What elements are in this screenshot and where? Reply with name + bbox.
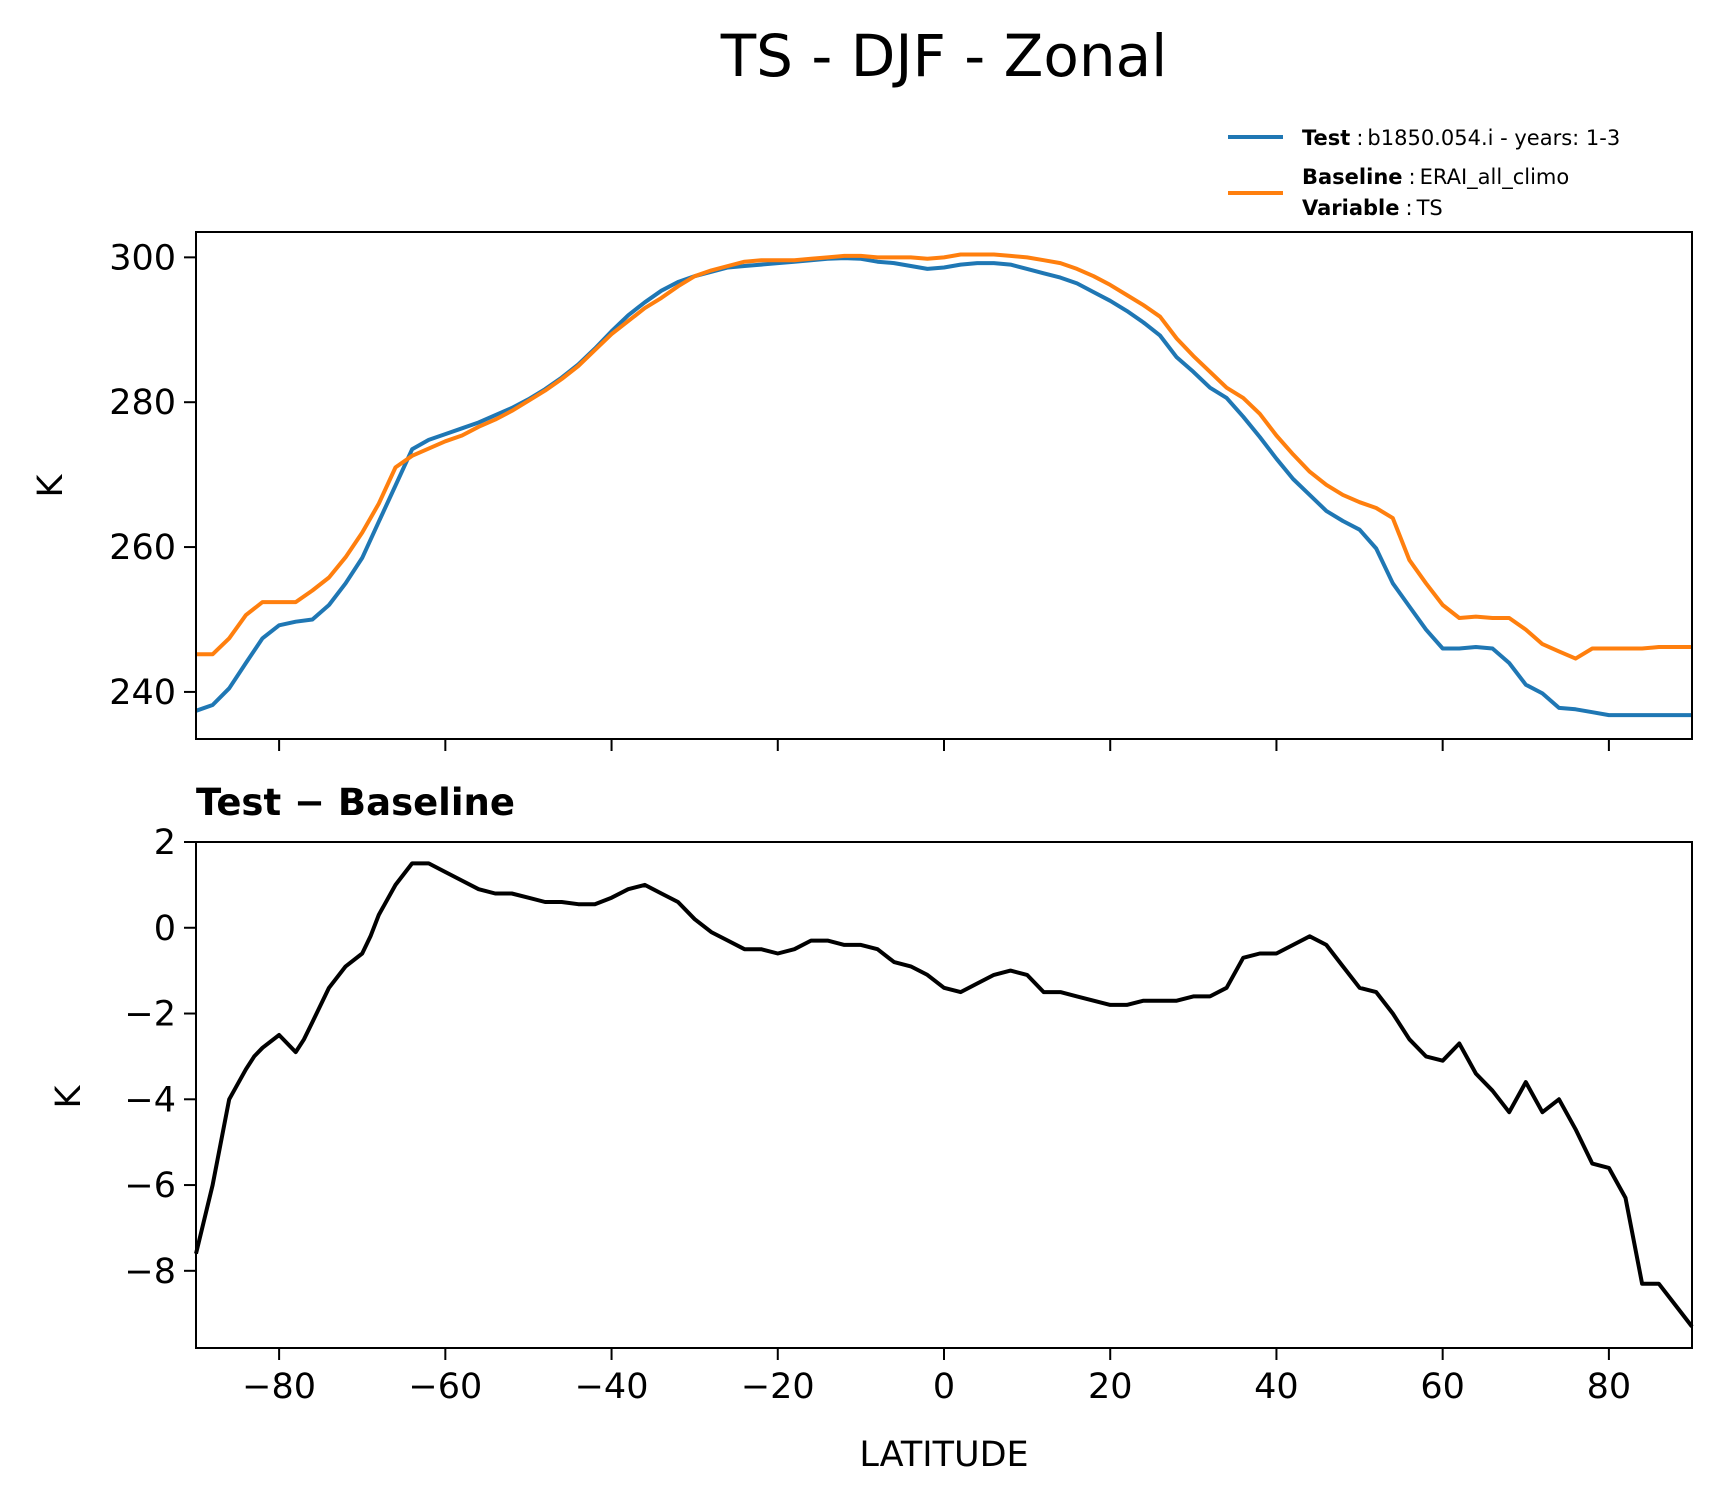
bottom-panel-x-tick-label: −80	[242, 1367, 316, 1407]
bottom-panel-x-axis-label: LATITUDE	[859, 1435, 1028, 1475]
bottom-panel-x-tick-label: −60	[408, 1367, 482, 1407]
bottom-panel-series	[194, 861, 1694, 1328]
top-panel-y-tick-label: 300	[109, 238, 176, 278]
bottom-panel-y-tick-label: 0	[154, 909, 176, 949]
legend-variable-label: Variable	[1302, 196, 1399, 220]
bottom-panel-x-tick-label: 40	[1254, 1367, 1299, 1407]
top-panel-y-ticks: 240 260 280 300	[109, 238, 196, 713]
bottom-panel-series-line-test-baseline	[194, 861, 1694, 1328]
bottom-panel-frame	[195, 841, 1693, 1349]
top-panel-series-line-baseline	[196, 252, 1692, 661]
legend-variable-value: TS	[1416, 196, 1443, 220]
legend-baseline-value: ERAI_all_climo	[1420, 165, 1570, 190]
bottom-panel-y-tick-label: −2	[124, 995, 176, 1035]
top-panel-series-line-test	[195, 256, 1692, 718]
bottom-panel-y-axis-label: K	[49, 1084, 89, 1108]
top-panel-y-axis-label: K	[31, 473, 71, 497]
bottom-panel-title: Test − Baseline	[196, 781, 515, 824]
legend-test-separator: :	[1356, 126, 1363, 150]
top-panel: 240 260 280 300 K	[31, 231, 1693, 751]
legend-variable-separator: :	[1405, 196, 1412, 220]
legend-baseline-entry: Baseline: ERAI_all_climo	[1302, 165, 1569, 190]
top-panel-frame	[195, 231, 1693, 740]
legend-test-entry: Test: b1850.054.i - years: 1-3	[1302, 126, 1620, 150]
bottom-panel-y-tick-label: −6	[124, 1166, 176, 1206]
bottom-panel-y-tick-label: 2	[154, 823, 176, 863]
bottom-panel-x-tick-label: −40	[575, 1367, 649, 1407]
top-panel-x-ticks	[278, 739, 1610, 751]
bottom-panel-x-tick-label: 20	[1088, 1367, 1133, 1407]
top-panel-series	[195, 252, 1692, 718]
bottom-panel-x-tick-label: 0	[933, 1367, 955, 1407]
bottom-panel-x-ticks: −80 −60 −40 −20 0 20 40 60 80	[242, 1348, 1631, 1407]
legend-baseline-label: Baseline	[1302, 165, 1403, 189]
bottom-panel-y-tick-label: −4	[124, 1080, 176, 1120]
bottom-panel-y-ticks: −8 −6 −4 −2 0 2	[124, 823, 196, 1292]
legend-test-label: Test	[1302, 126, 1350, 150]
legend-baseline-separator: :	[1409, 165, 1416, 189]
bottom-panel-y-tick-label: −8	[124, 1252, 176, 1292]
bottom-panel-x-tick-label: 60	[1420, 1367, 1465, 1407]
bottom-panel-x-tick-label: 80	[1587, 1367, 1632, 1407]
top-panel-y-tick-label: 280	[109, 383, 176, 423]
top-panel-y-tick-label: 240	[109, 673, 176, 713]
bottom-panel-x-tick-label: −20	[741, 1367, 815, 1407]
legend: Test: b1850.054.i - years: 1-3 Baseline: E…	[1228, 126, 1620, 220]
bottom-panel: Test − Baseline −80 −60 −40 −20 0 20 40 60 80 −8…	[49, 781, 1694, 1475]
top-panel-y-tick-label: 260	[109, 528, 176, 568]
figure-title: TS - DJF - Zonal	[720, 22, 1168, 90]
legend-variable-entry: Variable: TS	[1302, 196, 1443, 220]
legend-test-value: b1850.054.i - years: 1-3	[1367, 126, 1620, 150]
